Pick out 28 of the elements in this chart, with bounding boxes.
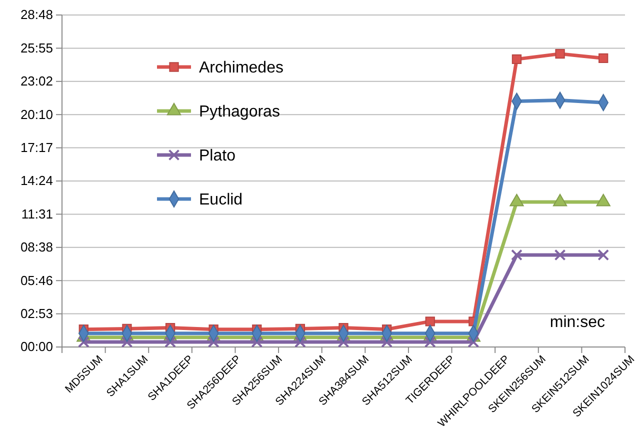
point [425,316,435,326]
point [208,336,220,348]
y-tick-label: 28:48 [20,7,53,22]
point [121,336,133,348]
y-tick-label: 23:02 [20,74,53,89]
annotation: min:sec [550,314,605,331]
point [598,249,610,261]
point [78,336,90,348]
point [468,336,480,348]
y-tick-label: 25:55 [20,40,53,56]
legend-label: Euclid [199,192,243,209]
y-tick-label: 00:00 [20,339,53,354]
point [598,53,608,64]
y-tick-label: 17:17 [20,140,53,155]
point [554,249,566,261]
point [555,48,565,59]
y-tick-label: 14:24 [20,173,53,188]
point [512,54,522,64]
y-tick-label: 02:53 [20,306,53,321]
y-tick-label: 08:38 [20,240,53,255]
legend-label: Archimedes [199,60,284,77]
y-tick-label: 05:46 [20,272,53,288]
point [338,336,350,348]
y-tick-label: 11:31 [21,206,53,222]
legend-label: Pythagoras [199,104,280,121]
y-tick-label: 20:10 [20,106,53,122]
point [511,249,522,261]
legend-label: Plato [199,148,236,165]
